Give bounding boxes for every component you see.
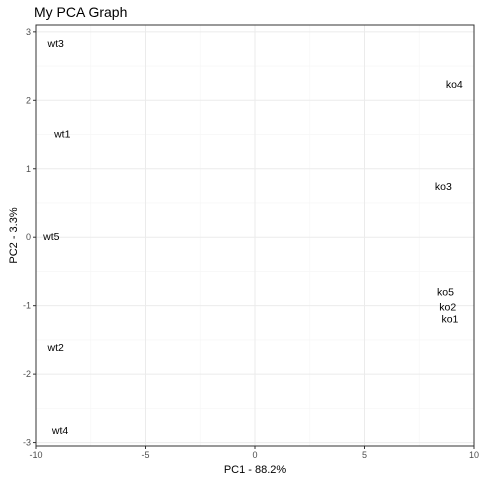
point-label-ko3: ko3 xyxy=(435,181,452,193)
x-tick-label: 5 xyxy=(362,450,367,460)
y-tick-label: -1 xyxy=(23,301,31,311)
y-tick-label: -2 xyxy=(23,369,31,379)
x-tick-label: 10 xyxy=(469,450,479,460)
point-label-wt4: wt4 xyxy=(51,425,69,437)
point-label-ko1: ko1 xyxy=(441,313,458,325)
point-label-wt1: wt1 xyxy=(53,129,71,141)
y-axis-title: PC2 - 3.3% xyxy=(8,207,20,263)
point-label-wt3: wt3 xyxy=(47,38,65,50)
major-gridlines xyxy=(35,25,475,446)
y-tick-label: 1 xyxy=(26,164,31,174)
x-tick-label: -10 xyxy=(29,450,42,460)
point-label-ko2: ko2 xyxy=(439,302,456,314)
y-tick-label: 2 xyxy=(26,95,31,105)
point-label-wt5: wt5 xyxy=(42,231,60,243)
chart-title: My PCA Graph xyxy=(34,4,127,20)
x-tick-label: 0 xyxy=(252,450,257,460)
y-tick-label: 3 xyxy=(26,27,31,37)
y-axis-ticks: -3 -2 -1 0 1 2 3 xyxy=(23,27,36,448)
x-tick-label: -5 xyxy=(141,450,149,460)
x-axis-ticks: -10 -5 0 5 10 xyxy=(29,446,479,460)
point-label-wt2: wt2 xyxy=(47,342,65,354)
y-tick-label: -3 xyxy=(23,438,31,448)
y-tick-label: 0 xyxy=(26,232,31,242)
point-label-ko5: ko5 xyxy=(437,287,454,299)
point-label-ko4: ko4 xyxy=(446,79,463,91)
x-axis-title: PC1 - 88.2% xyxy=(224,464,287,476)
